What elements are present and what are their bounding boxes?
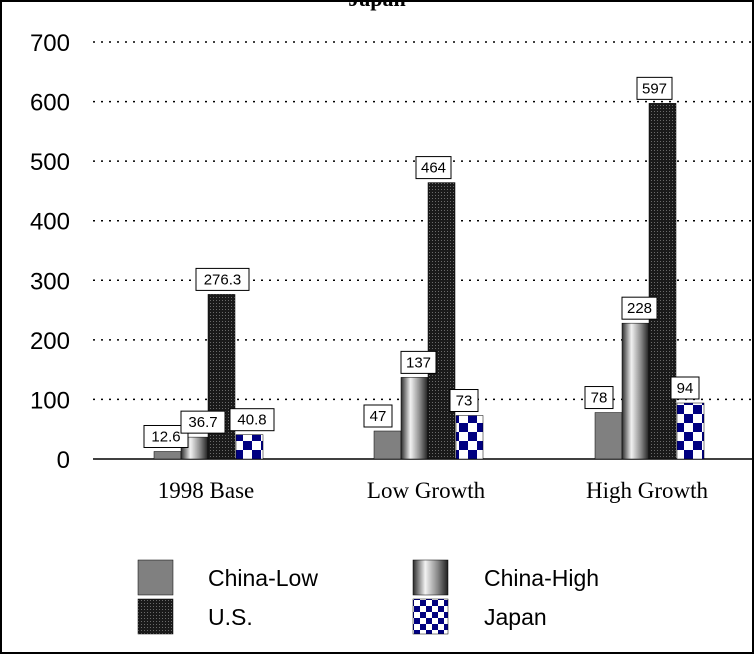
- bar-japan: [235, 434, 264, 460]
- value-label-box: [229, 408, 275, 432]
- x-axis-ticks: 1998 Base Low Growth High Growth: [158, 478, 709, 503]
- y-tick-label: 500: [30, 149, 70, 176]
- value-label-box: [363, 404, 393, 428]
- y-tick-label: 100: [30, 387, 70, 414]
- chart-title: Japan: [348, 0, 405, 11]
- value-label-text: 36.7: [188, 414, 217, 431]
- x-tick-label: High Growth: [586, 478, 709, 503]
- legend-label: U.S.: [208, 604, 253, 630]
- x-tick-label: Low Growth: [367, 478, 486, 503]
- legend-item: U.S.: [137, 598, 253, 635]
- legend-swatch: [137, 559, 174, 596]
- value-label-box: [636, 76, 673, 100]
- bar-japan: [455, 415, 484, 460]
- value-label-box: [670, 376, 700, 400]
- bar-japan: [676, 402, 705, 460]
- value-label-box: [584, 386, 614, 410]
- bar-china-low: [594, 412, 623, 460]
- value-label-text: 78: [591, 390, 608, 407]
- y-tick-label: 400: [30, 209, 70, 236]
- value-label: 40.8: [229, 408, 275, 432]
- value-label-box: [621, 296, 658, 320]
- legend: China-Low China-High U.S. Japan: [137, 559, 599, 635]
- bar-u-s: [648, 103, 677, 460]
- value-label: 276.3: [195, 267, 250, 291]
- y-tick-label: 300: [30, 268, 70, 295]
- value-label-box: [415, 156, 452, 180]
- legend-swatch: [412, 598, 449, 635]
- value-label-text: 464: [421, 160, 446, 177]
- y-tick-label: 200: [30, 328, 70, 355]
- value-label: 73: [449, 389, 479, 413]
- legend-item: China-High: [412, 559, 599, 596]
- y-tick-label: 0: [57, 447, 70, 474]
- value-label-text: 73: [456, 393, 473, 410]
- legend-label: China-Low: [208, 565, 318, 591]
- legend-swatch: [412, 559, 449, 596]
- bars: [153, 103, 705, 460]
- value-label: 78: [584, 386, 614, 410]
- legend-label: Japan: [484, 604, 547, 630]
- value-label: 36.7: [180, 410, 226, 434]
- bar-china-low: [373, 430, 402, 460]
- value-label-box: [449, 389, 479, 413]
- value-label-box: [195, 267, 250, 291]
- value-label-text: 597: [642, 80, 667, 97]
- bar-china-high: [400, 377, 429, 460]
- y-axis-ticks: 0 100 200 300 400 500 600 700: [30, 30, 70, 474]
- value-label-box: [400, 350, 437, 374]
- value-label: 137: [400, 350, 437, 374]
- bar-u-s: [207, 294, 236, 460]
- value-label: 464: [415, 156, 452, 180]
- legend-label: China-High: [484, 565, 599, 591]
- value-label-text: 137: [406, 354, 431, 371]
- y-tick-label: 600: [30, 90, 70, 117]
- legend-item: Japan: [412, 598, 547, 635]
- value-label: 94: [670, 376, 700, 400]
- value-label-text: 12.6: [151, 428, 180, 445]
- value-label-text: 40.8: [237, 412, 266, 429]
- bar-china-low: [153, 451, 182, 460]
- x-tick-label: 1998 Base: [158, 478, 254, 503]
- value-labels: 12.6 47 78 36.7 137 228 276.3 464 597 40.8 73 94: [143, 76, 700, 448]
- y-tick-label: 700: [30, 30, 70, 57]
- legend-item: China-Low: [137, 559, 318, 596]
- value-label: 12.6: [143, 424, 189, 448]
- bar-china-high: [621, 322, 650, 460]
- value-label: 597: [636, 76, 673, 100]
- value-label-text: 47: [370, 408, 387, 425]
- value-label: 228: [621, 296, 658, 320]
- value-label-box: [143, 424, 189, 448]
- legend-swatch: [137, 598, 174, 635]
- value-label-text: 228: [627, 300, 652, 317]
- value-label-box: [180, 410, 226, 434]
- value-label-text: 94: [677, 380, 694, 397]
- bar-u-s: [427, 182, 456, 460]
- value-label-text: 276.3: [204, 271, 242, 288]
- value-label: 47: [363, 404, 393, 428]
